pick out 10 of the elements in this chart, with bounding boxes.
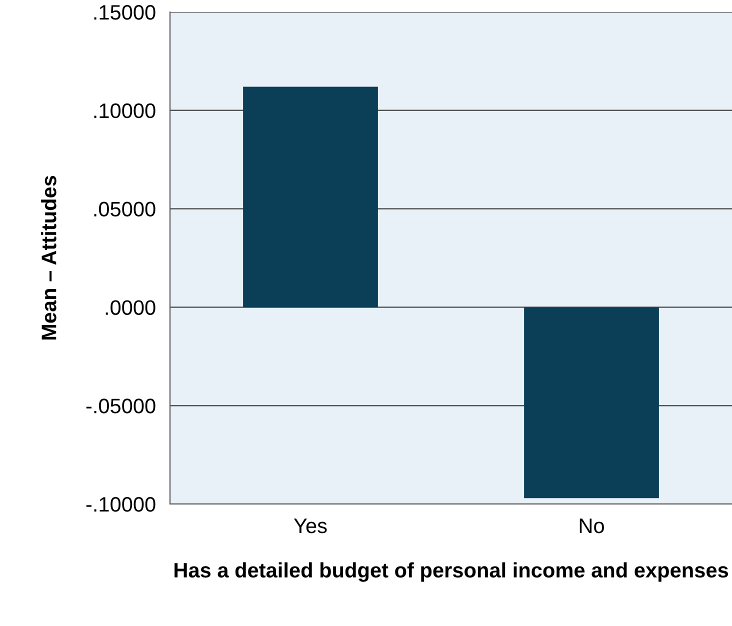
y-tick-label: .15000: [94, 5, 156, 20]
y-tick-label: -.10000: [86, 497, 156, 512]
y-tick-label: .05000: [94, 202, 156, 217]
y-axis-title: Mean – Attitudes: [41, 176, 56, 340]
x-tick-label: Yes: [294, 518, 327, 534]
y-tick-label: .10000: [94, 103, 156, 118]
x-axis-title: Has a detailed budget of personal income and expenses: [174, 562, 728, 582]
x-tick-label: No: [580, 518, 604, 534]
y-tick-label: -.05000: [86, 398, 156, 414]
y-tick-label: .0000: [106, 300, 156, 315]
